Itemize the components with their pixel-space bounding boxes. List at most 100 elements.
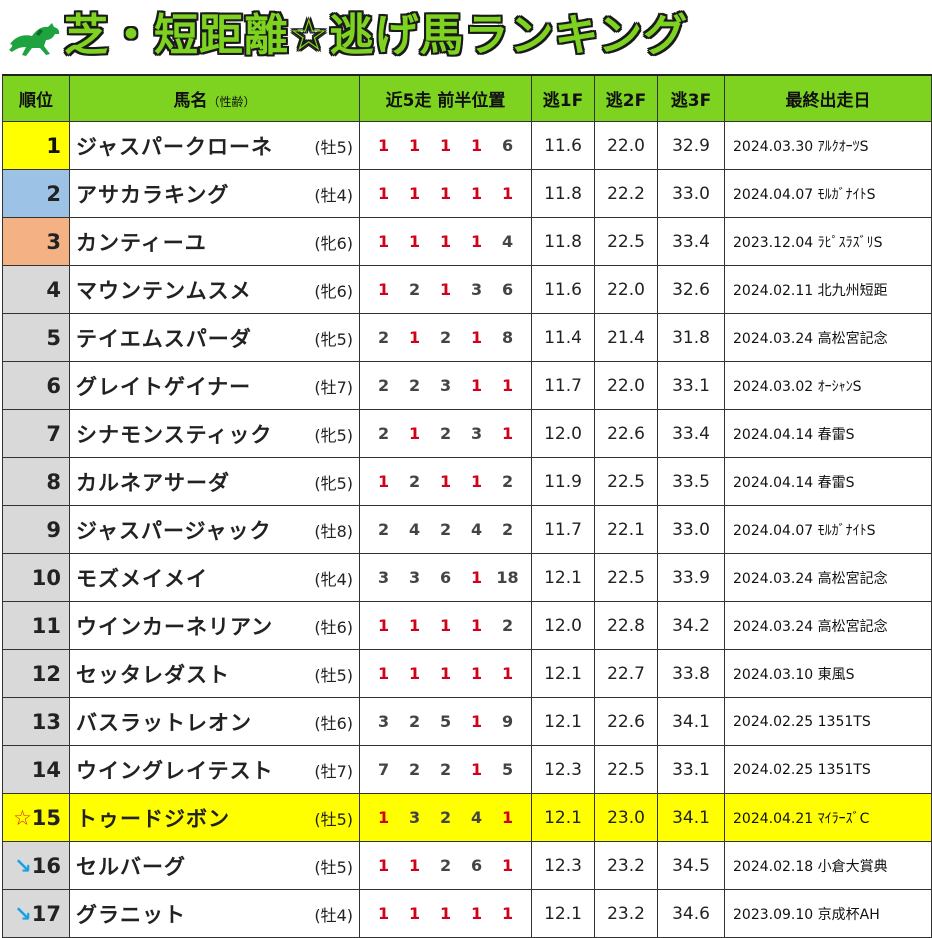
position-value: 1	[470, 232, 483, 251]
horse-name: グレイトゲイナー	[69, 361, 299, 410]
position-value: 2	[377, 328, 390, 347]
last-race: 2024.03.02 ｵｰｼｬﾝS	[724, 361, 932, 410]
rank-cell: ↘17	[2, 889, 70, 938]
sex-age: (牡7)	[298, 361, 361, 410]
position-value: 1	[377, 472, 390, 491]
f2-time: 21.4	[594, 313, 659, 362]
f2-time: 22.6	[594, 409, 659, 458]
rank-marker: ↘	[14, 901, 32, 926]
last-race-date: 2024.03.24	[733, 618, 814, 635]
ranking-rows: 1 ジャスパークローネ (牡5) 1 1 1 1 6 11.6 22.0 32.9 2024.03.3…	[2, 121, 932, 938]
rank-cell: 14	[2, 745, 70, 794]
last-race-date: 2024.04.14	[733, 426, 814, 443]
rank-number: 12	[31, 661, 61, 686]
rank-number: 16	[31, 853, 61, 878]
last-race: 2024.03.30 ｱﾙｸｵｰﾂS	[724, 121, 932, 170]
header-f1: 逃1F	[531, 74, 596, 122]
position-value: 1	[377, 616, 390, 635]
last-race-name: 春雷S	[817, 426, 855, 443]
position-value: 1	[470, 712, 483, 731]
position-value: 1	[439, 616, 452, 635]
horse-name: グラニット	[69, 889, 299, 938]
f3-time: 33.8	[657, 649, 726, 698]
last-race: 2023.12.04 ﾗﾋﾟｽﾗｽﾞﾘS	[724, 217, 932, 266]
f3-time: 31.8	[657, 313, 726, 362]
f3-time: 33.0	[657, 169, 726, 218]
position-value: 6	[470, 856, 483, 875]
position-value: 1	[501, 424, 514, 443]
position-value: 2	[408, 760, 421, 779]
f2-time: 22.0	[594, 361, 659, 410]
last-race-date: 2024.04.21	[733, 810, 814, 827]
position-value: 1	[408, 232, 421, 251]
position-value: 1	[408, 904, 421, 923]
position-value: 1	[439, 664, 452, 683]
f1-time: 12.1	[531, 697, 596, 746]
f3-time: 34.2	[657, 601, 726, 650]
last-race-name: 高松宮記念	[817, 618, 888, 635]
f2-time: 23.0	[594, 793, 659, 842]
last-race-name: ﾗﾋﾟｽﾗｽﾞﾘS	[817, 234, 883, 251]
last-race: 2024.02.25 1351TS	[724, 697, 932, 746]
position-value: 3	[470, 280, 483, 299]
position-value: 1	[408, 136, 421, 155]
last-race: 2024.03.10 東風S	[724, 649, 932, 698]
position-value: 1	[470, 472, 483, 491]
table-row: 2 アサカラキング (牡4) 1 1 1 1 1 11.8 22.2 33.0 2024.04.07 …	[2, 169, 932, 218]
rank-number: 3	[46, 229, 61, 254]
position-value: 2	[439, 424, 452, 443]
f2-time: 22.8	[594, 601, 659, 650]
sex-age: (牡6)	[298, 601, 361, 650]
table-row: 9 ジャスパージャック (牡8) 2 4 2 4 2 11.7 22.1 33.0 2024.04.0…	[2, 505, 932, 554]
position-value: 2	[408, 712, 421, 731]
rank-cell: 10	[2, 553, 70, 602]
f1-time: 12.0	[531, 409, 596, 458]
position-value: 1	[501, 904, 514, 923]
horse-name: カルネアサーダ	[69, 457, 299, 506]
sex-age: (牡5)	[298, 793, 361, 842]
position-value: 1	[439, 472, 452, 491]
title-bar: 芝・短距離☆逃げ馬ランキング	[0, 0, 932, 72]
recent-positions: 3 3 6 1 18	[359, 553, 533, 602]
table-row: 1 ジャスパークローネ (牡5) 1 1 1 1 6 11.6 22.0 32.9 2024.03.3…	[2, 121, 932, 170]
f3-time: 33.1	[657, 745, 726, 794]
page-title: 芝・短距離☆逃げ馬ランキング	[64, 10, 689, 61]
horse-name: ジャスパークローネ	[69, 121, 299, 170]
f1-time: 11.8	[531, 217, 596, 266]
rank-cell: 13	[2, 697, 70, 746]
position-value: 2	[501, 616, 514, 635]
rank-cell: 8	[2, 457, 70, 506]
last-race-date: 2024.03.24	[733, 570, 814, 587]
last-race: 2024.03.24 高松宮記念	[724, 553, 932, 602]
position-value: 1	[470, 136, 483, 155]
position-value: 2	[408, 280, 421, 299]
f3-time: 33.0	[657, 505, 726, 554]
position-value: 9	[501, 712, 514, 731]
last-race-date: 2024.04.14	[733, 474, 814, 491]
f3-time: 33.4	[657, 409, 726, 458]
sex-age: (牝6)	[298, 265, 361, 314]
last-race-date: 2024.03.10	[733, 666, 814, 683]
table-row: ↘16 セルバーグ (牡5) 1 1 2 6 1 12.3 23.2 34.5 2024.02.18 …	[2, 841, 932, 890]
position-value: 3	[408, 808, 421, 827]
rank-number: 10	[31, 565, 61, 590]
header-rank: 順位	[2, 74, 70, 122]
last-race-date: 2024.02.25	[733, 761, 814, 778]
position-value: 2	[377, 520, 390, 539]
f1-time: 12.1	[531, 553, 596, 602]
last-race-date: 2024.02.18	[733, 858, 814, 875]
rank-marker: ↘	[14, 853, 32, 878]
last-race-name: ｱﾙｸｵｰﾂS	[817, 138, 869, 155]
position-value: 3	[377, 712, 390, 731]
f1-time: 12.1	[531, 889, 596, 938]
position-value: 1	[377, 280, 390, 299]
sex-age: (牡6)	[298, 697, 361, 746]
last-race: 2024.02.25 1351TS	[724, 745, 932, 794]
position-value: 1	[408, 616, 421, 635]
